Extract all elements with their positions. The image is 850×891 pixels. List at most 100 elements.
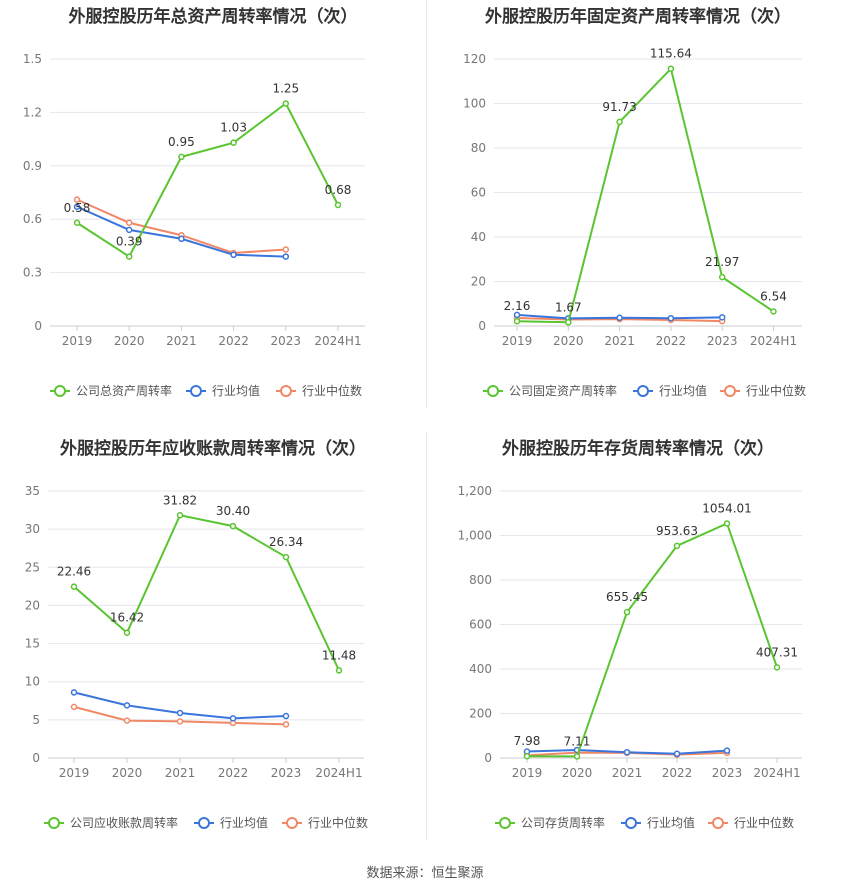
legend-avg-marker <box>198 817 210 829</box>
point-company <box>513 317 521 325</box>
chart-svg: 0 0.3 0.6 0.9 1.2 1.5 2019 2020 2021 2022 2023 2024… <box>23 52 365 398</box>
point-company <box>282 553 290 561</box>
y-tick-label: 800 <box>469 573 492 587</box>
y-tick-label: 60 <box>471 186 486 200</box>
chart-svg: 0 20 40 60 80 100 120 2019 2020 2021 2022 2023 2024H… <box>463 47 806 398</box>
chart-panel-total-asset-turnover: 外服控股历年总资产周转率情况（次） 0 0.3 0.6 0.9 1.2 1.5 2019 20… <box>0 0 426 410</box>
x-tick-label: 2021 <box>165 766 196 780</box>
point-company <box>176 512 184 519</box>
point-avg <box>70 689 78 696</box>
x-tick-label: 2021 <box>612 766 643 780</box>
legend-avg-marker <box>637 385 649 397</box>
point-avg <box>282 253 290 260</box>
point-company <box>230 139 237 146</box>
data-label: 26.34 <box>269 535 303 549</box>
legend-company-marker <box>499 817 511 829</box>
data-label: 30.40 <box>216 504 250 518</box>
x-tick-label: 2020 <box>114 334 145 348</box>
series-line-company <box>516 66 775 324</box>
y-tick-label: 25 <box>25 560 40 574</box>
legend: 公司应收账款周转率 行业均值 行业中位数 <box>44 815 368 830</box>
legend-company-marker <box>48 817 60 829</box>
x-tick-label: 2022 <box>218 334 249 348</box>
point-company <box>616 118 623 126</box>
chart-panel-inventory-turnover: 外服控股历年存货周转率情况（次） 0 200 400 600 800 1,000 1,200… <box>426 432 850 842</box>
legend-median-marker <box>724 385 736 397</box>
chart-panel-fixed-asset-turnover: 外服控股历年固定资产周转率情况（次） 0 20 40 60 80 100 120 2019 20… <box>426 0 850 410</box>
y-tick-label: 1.2 <box>23 105 42 119</box>
legend-median-marker <box>280 385 292 397</box>
data-label: 407.31 <box>756 645 798 659</box>
legend-company-label: 公司存货周转率 <box>521 815 605 830</box>
x-tick-label: 2022 <box>656 334 687 348</box>
data-label: 115.64 <box>650 47 692 61</box>
x-tick-label: 2024H1 <box>314 334 361 348</box>
vertical-divider-bottom <box>426 432 427 840</box>
point-avg <box>723 747 731 754</box>
point-company <box>73 219 81 227</box>
point-company <box>125 253 133 260</box>
chart-title: 外服控股历年固定资产周转率情况（次） <box>485 7 791 27</box>
data-label: 16.42 <box>110 611 144 625</box>
data-label: 31.82 <box>163 493 197 507</box>
y-tick-label: 0 <box>478 319 486 333</box>
data-label: 11.48 <box>322 648 356 662</box>
data-label: 1.25 <box>272 82 299 96</box>
x-tick-label: 2021 <box>166 334 197 348</box>
x-tick-label: 2022 <box>218 766 249 780</box>
x-tick-label: 2019 <box>502 334 533 348</box>
legend-median-label: 行业中位数 <box>302 383 362 398</box>
series-line-company <box>526 522 778 758</box>
y-tick-label: 20 <box>25 598 40 612</box>
legend: 公司固定资产周转率 行业均值 行业中位数 <box>483 383 806 398</box>
y-tick-label: 100 <box>463 97 486 111</box>
x-tick-label: 2019 <box>512 766 543 780</box>
legend: 公司总资产周转率 行业均值 行业中位数 <box>50 383 362 398</box>
point-avg <box>229 715 237 722</box>
series-line-median <box>76 198 286 255</box>
y-tick-label: 0.9 <box>23 159 42 173</box>
point-avg <box>282 712 290 720</box>
point-company <box>334 201 342 209</box>
y-tick-label: 30 <box>25 522 40 536</box>
x-tick-label: 2023 <box>707 334 738 348</box>
point-avg <box>623 748 631 756</box>
legend-company-label: 公司固定资产周转率 <box>509 383 617 398</box>
data-source-note: 数据来源：恒生聚源 <box>366 866 484 881</box>
x-tick-label: 2024H1 <box>750 334 797 348</box>
point-company <box>565 319 572 326</box>
legend-median-label: 行业中位数 <box>746 383 806 398</box>
point-avg <box>230 251 237 259</box>
chart-panel-receivable-turnover: 外服控股历年应收账款周转率情况（次） 0 5 10 15 20 25 30 35 2019 202… <box>0 432 426 842</box>
legend-avg-label: 行业均值 <box>212 383 260 398</box>
chart-title: 外服控股历年总资产周转率情况（次） <box>68 7 358 27</box>
point-avg <box>616 314 623 322</box>
y-tick-label: 200 <box>469 707 492 721</box>
x-tick-label: 2020 <box>112 766 143 780</box>
legend-median-marker <box>712 817 724 829</box>
y-tick-label: 40 <box>471 230 486 244</box>
y-tick-label: 20 <box>471 275 486 289</box>
x-tick-label: 2019 <box>62 334 93 348</box>
point-company <box>70 583 78 590</box>
point-company <box>723 520 731 527</box>
data-label: 655.45 <box>606 590 648 604</box>
point-company <box>282 100 290 107</box>
legend-median-label: 行业中位数 <box>308 815 368 830</box>
point-company <box>123 629 131 636</box>
data-label: 0.58 <box>64 201 91 215</box>
x-tick-label: 2022 <box>662 766 693 780</box>
y-tick-label: 0.3 <box>23 266 42 280</box>
point-median <box>123 717 131 724</box>
y-tick-label: 15 <box>25 637 40 651</box>
x-tick-label: 2024H1 <box>315 766 362 780</box>
legend-company-marker <box>54 385 66 397</box>
point-median <box>70 703 78 711</box>
point-company <box>673 542 681 550</box>
legend-company-label: 公司应收账款周转率 <box>70 815 178 830</box>
series-line-company <box>73 514 340 671</box>
point-company <box>623 608 631 616</box>
x-tick-label: 2020 <box>562 766 593 780</box>
y-tick-label: 1.5 <box>23 52 42 66</box>
chart-title: 外服控股历年存货周转率情况（次） <box>502 439 774 459</box>
